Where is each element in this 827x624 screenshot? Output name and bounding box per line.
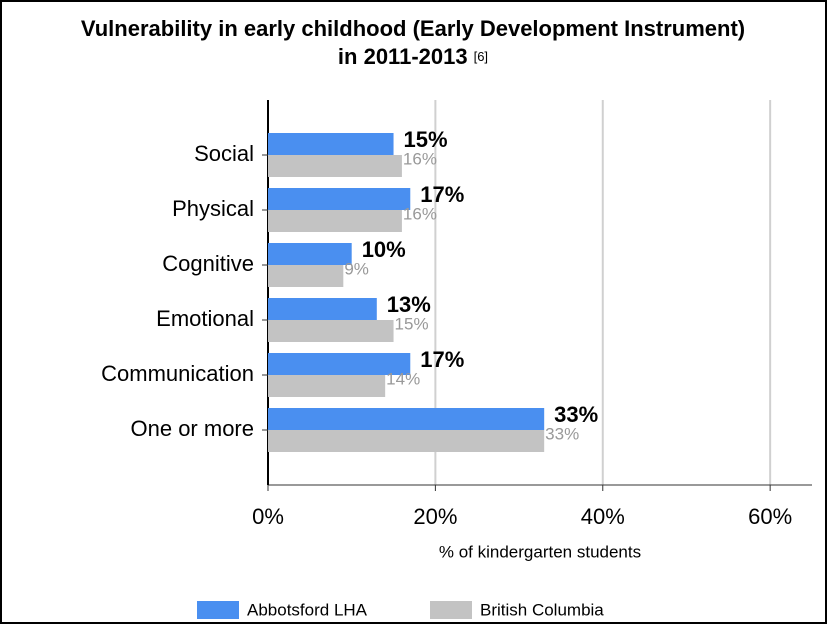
bar — [268, 353, 411, 375]
x-tick-label: 0% — [252, 504, 284, 529]
chart-title-line1: Vulnerability in early childhood (Early … — [81, 16, 745, 41]
value-label: 17% — [420, 182, 464, 207]
value-label: 9% — [344, 259, 369, 278]
value-label: 15% — [404, 127, 448, 152]
x-axis-label: % of kindergarten students — [439, 542, 641, 561]
value-label: 33% — [545, 424, 579, 443]
bar — [268, 265, 344, 287]
bar — [268, 375, 386, 397]
legend-label: Abbotsford LHA — [247, 600, 368, 619]
bar — [268, 133, 394, 155]
value-label: 10% — [362, 237, 406, 262]
legend-swatch — [430, 601, 472, 619]
bar — [268, 320, 394, 342]
bar — [268, 210, 402, 232]
value-label: 15% — [395, 314, 429, 333]
x-tick-label: 40% — [581, 504, 625, 529]
x-tick-label: 20% — [413, 504, 457, 529]
bar — [268, 430, 545, 452]
value-label: 33% — [554, 402, 598, 427]
y-tick-label: Emotional — [156, 306, 254, 331]
legend-swatch — [197, 601, 239, 619]
chart-title-line2: in 2011-2013 [6] — [338, 44, 488, 69]
value-label: 14% — [386, 369, 420, 388]
bar — [268, 243, 352, 265]
value-label: 16% — [403, 204, 437, 223]
value-label: 13% — [387, 292, 431, 317]
y-tick-label: One or more — [131, 416, 255, 441]
y-tick-label: Cognitive — [162, 251, 254, 276]
bar — [268, 298, 377, 320]
bar — [268, 188, 411, 210]
title-reference: [6] — [474, 49, 488, 64]
bar — [268, 408, 545, 430]
y-tick-label: Physical — [172, 196, 254, 221]
bar — [268, 155, 402, 177]
value-label: 16% — [403, 149, 437, 168]
value-label: 17% — [420, 347, 464, 372]
y-tick-label: Social — [194, 141, 254, 166]
x-tick-label: 60% — [748, 504, 792, 529]
legend-label: British Columbia — [480, 600, 604, 619]
y-tick-label: Communication — [101, 361, 254, 386]
